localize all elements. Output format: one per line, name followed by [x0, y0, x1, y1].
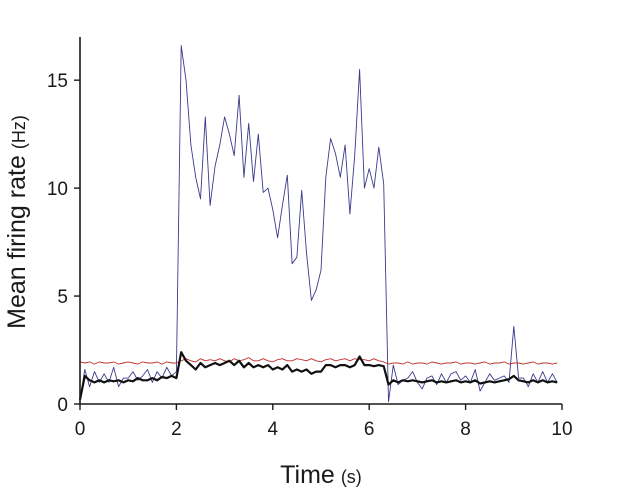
series-layer [78, 45, 558, 403]
x-tick-label: 8 [460, 419, 471, 440]
series-line-3 [78, 351, 558, 400]
x-tick-label: 6 [364, 419, 375, 440]
y-tick-label: 15 [47, 71, 68, 92]
x-ticks: 0 2 4 6 8 10 [75, 404, 573, 440]
series-line-2 [79, 357, 558, 365]
y-tick-label: 0 [57, 395, 68, 416]
x-tick-label: 10 [551, 419, 572, 440]
y-tick-label: 10 [47, 179, 68, 200]
y-ticks: 0 5 10 15 [47, 71, 80, 416]
series-line-1 [79, 45, 558, 403]
y-axis-title: Mean firing rate(Hz) [3, 115, 31, 329]
x-axis-title: Time (s) [280, 461, 362, 489]
x-tick-label: 2 [171, 419, 182, 440]
y-tick-label: 5 [57, 287, 68, 308]
x-tick-label: 4 [268, 419, 279, 440]
x-tick-label: 0 [75, 419, 86, 440]
